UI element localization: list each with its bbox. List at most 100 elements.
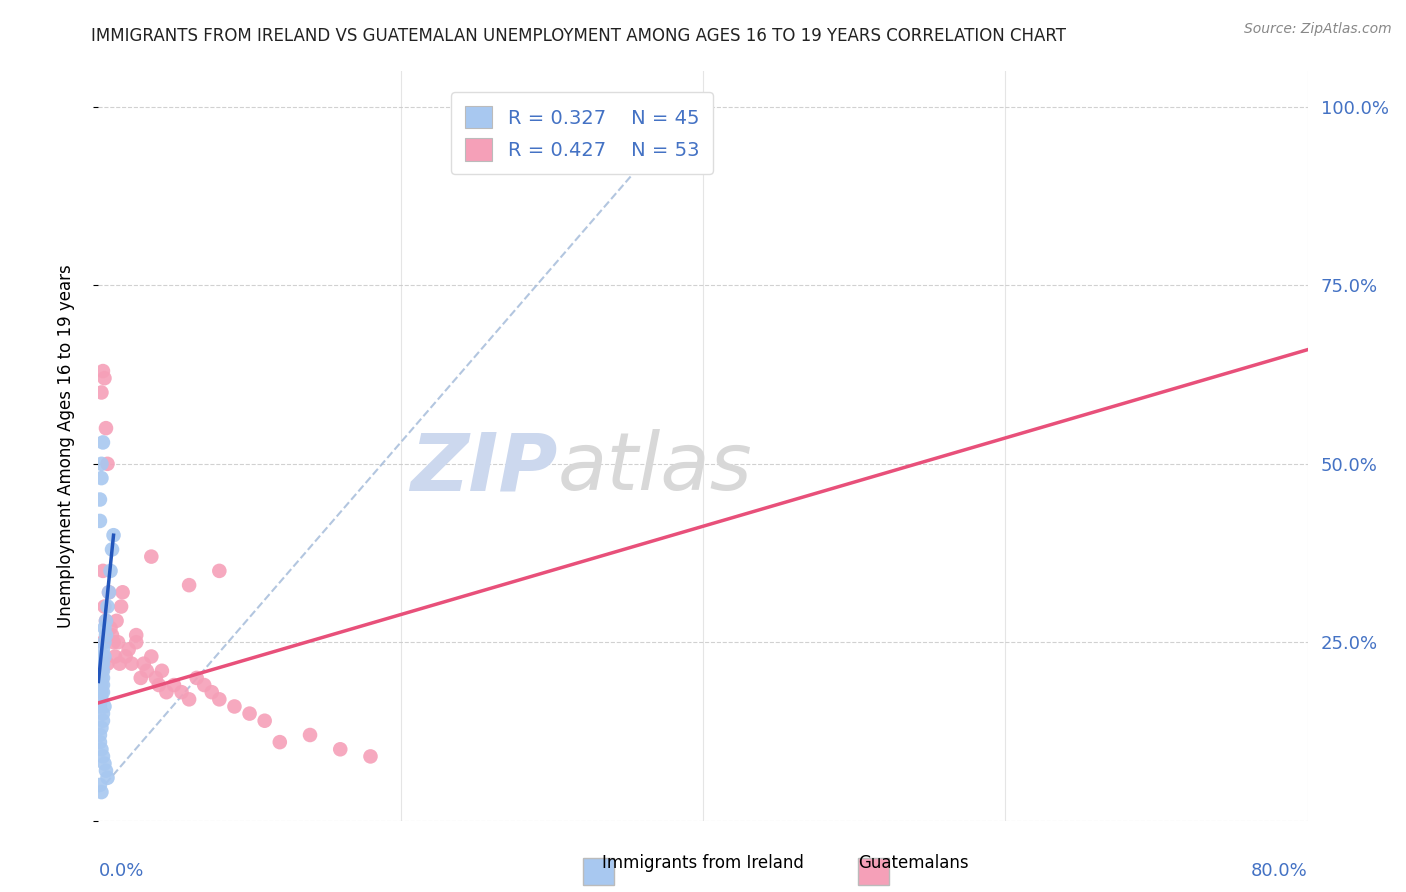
Point	[94, 628, 117, 642]
Point	[90, 692, 112, 706]
Point	[103, 635, 125, 649]
Point	[114, 649, 136, 664]
Point	[91, 635, 114, 649]
Point	[91, 706, 114, 721]
Point	[90, 721, 112, 735]
Point	[96, 771, 118, 785]
Point	[239, 706, 262, 721]
Point	[201, 685, 224, 699]
Point	[148, 678, 170, 692]
Text: ZIP: ZIP	[411, 429, 558, 508]
Point	[661, 100, 683, 114]
Point	[93, 599, 115, 614]
Point	[91, 714, 114, 728]
Point	[100, 621, 122, 635]
Point	[89, 778, 111, 792]
Text: IMMIGRANTS FROM IRELAND VS GUATEMALAN UNEMPLOYMENT AMONG AGES 16 TO 19 YEARS COR: IMMIGRANTS FROM IRELAND VS GUATEMALAN UN…	[91, 27, 1066, 45]
Text: 80.0%: 80.0%	[1251, 862, 1308, 880]
Point	[101, 542, 124, 557]
Y-axis label: Unemployment Among Ages 16 to 19 years: Unemployment Among Ages 16 to 19 years	[56, 264, 75, 628]
Point	[105, 614, 128, 628]
Text: Guatemalans: Guatemalans	[859, 855, 969, 872]
Point	[253, 714, 276, 728]
Point	[141, 649, 163, 664]
Point	[93, 371, 115, 385]
Point	[224, 699, 246, 714]
Point	[91, 435, 114, 450]
Point	[208, 564, 231, 578]
Point	[208, 692, 231, 706]
Point	[108, 657, 131, 671]
Point	[98, 585, 121, 599]
Point	[90, 671, 112, 685]
Point	[91, 671, 114, 685]
Point	[107, 635, 129, 649]
Point	[103, 528, 125, 542]
Text: 0.0%: 0.0%	[98, 862, 143, 880]
Point	[96, 457, 118, 471]
Point	[91, 749, 114, 764]
Point	[89, 728, 111, 742]
Text: Source: ZipAtlas.com: Source: ZipAtlas.com	[1244, 22, 1392, 37]
Point	[91, 678, 114, 692]
Point	[94, 614, 117, 628]
Point	[104, 649, 127, 664]
Point	[91, 685, 114, 699]
Point	[132, 657, 155, 671]
Point	[96, 599, 118, 614]
Point	[91, 657, 114, 671]
Point	[90, 742, 112, 756]
Point	[101, 628, 124, 642]
Point	[93, 756, 115, 771]
Point	[98, 585, 121, 599]
Point	[91, 664, 114, 678]
Point	[94, 764, 117, 778]
Point	[89, 514, 111, 528]
Point	[91, 364, 114, 378]
Point	[91, 642, 114, 657]
Point	[89, 735, 111, 749]
Point	[121, 657, 143, 671]
Point	[89, 657, 111, 671]
Point	[89, 664, 111, 678]
Point	[89, 492, 111, 507]
Point	[141, 549, 163, 564]
Point	[163, 678, 186, 692]
Point	[179, 578, 201, 592]
Point	[94, 421, 117, 435]
Point	[93, 649, 115, 664]
Point	[93, 621, 115, 635]
Point	[90, 664, 112, 678]
Point	[91, 564, 114, 578]
Point	[110, 599, 132, 614]
Point	[90, 471, 112, 485]
Point	[90, 785, 112, 799]
Point	[89, 671, 111, 685]
Point	[329, 742, 352, 756]
Point	[90, 657, 112, 671]
Point	[111, 585, 134, 599]
Point	[90, 664, 112, 678]
Point	[89, 657, 111, 671]
Point	[93, 635, 115, 649]
Point	[90, 685, 112, 699]
Point	[90, 385, 112, 400]
Point	[193, 678, 215, 692]
Point	[179, 692, 201, 706]
Point	[93, 699, 115, 714]
Point	[94, 614, 117, 628]
Point	[89, 699, 111, 714]
Point	[150, 664, 173, 678]
Point	[90, 649, 112, 664]
Text: Immigrants from Ireland: Immigrants from Ireland	[602, 855, 804, 872]
Point	[155, 685, 177, 699]
Point	[90, 678, 112, 692]
Point	[118, 642, 141, 657]
Point	[96, 657, 118, 671]
Point	[145, 671, 167, 685]
Point	[135, 664, 157, 678]
Point	[90, 457, 112, 471]
Point	[100, 564, 122, 578]
Point	[170, 685, 193, 699]
Point	[360, 749, 382, 764]
